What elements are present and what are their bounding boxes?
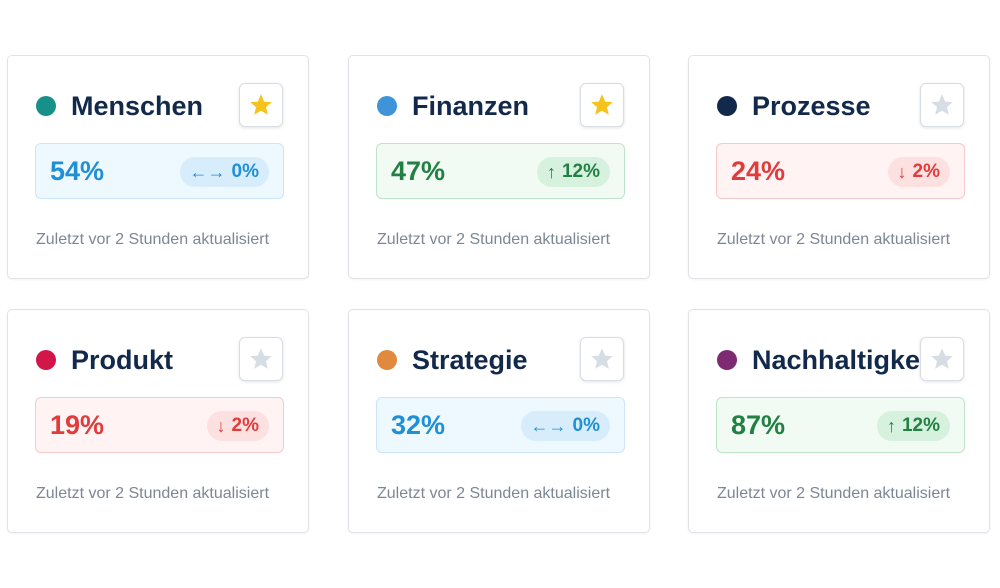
card-header: Nachhaltigkeit	[689, 336, 989, 384]
trend-badge: ↓ 2%	[206, 411, 269, 441]
favorite-button[interactable]	[580, 337, 624, 381]
category-dot-icon	[36, 96, 56, 116]
category-dot-icon	[36, 350, 56, 370]
trend-badge: ↓ 2%	[887, 157, 950, 187]
trend-badge: ↑ 12%	[876, 411, 950, 441]
metric-box: 24% ↓ 2%	[716, 143, 965, 199]
trend-value: 2%	[231, 415, 259, 436]
last-updated-text: Zuletzt vor 2 Stunden aktualisiert	[36, 485, 270, 502]
card-header: Menschen	[8, 82, 308, 130]
trend-value: 0%	[572, 415, 600, 436]
category-dot-icon	[377, 96, 397, 116]
star-icon	[250, 94, 272, 115]
trend-badge: ←→ 0%	[179, 157, 269, 187]
card-header: Produkt	[8, 336, 308, 384]
trend-value: 12%	[561, 161, 600, 182]
category-dot-icon	[717, 350, 737, 370]
category-card[interactable]: Finanzen 47% ↑ 12% Zuletzt vor 2 Stunden…	[348, 55, 650, 279]
favorite-button[interactable]	[920, 83, 964, 127]
metric-box: 32% ←→ 0%	[376, 397, 625, 453]
trend-arrow-icon: ↑	[886, 416, 896, 436]
metric-box: 87% ↑ 12%	[716, 397, 965, 453]
favorite-button[interactable]	[239, 83, 283, 127]
percentage-value: 19%	[50, 410, 105, 440]
card-title: Strategie	[412, 345, 528, 375]
card-title: Finanzen	[412, 91, 530, 121]
last-updated-text: Zuletzt vor 2 Stunden aktualisiert	[717, 231, 951, 248]
last-updated-text: Zuletzt vor 2 Stunden aktualisiert	[36, 231, 270, 248]
card-header: Prozesse	[689, 82, 989, 130]
trend-arrow-icon: ↑	[546, 162, 556, 182]
star-icon	[591, 94, 613, 115]
percentage-value: 32%	[391, 410, 446, 440]
card-title: Produkt	[71, 345, 174, 375]
category-card[interactable]: Produkt 19% ↓ 2% Zuletzt vor 2 Stunden a…	[7, 309, 309, 533]
percentage-value: 24%	[731, 156, 786, 186]
category-card[interactable]: Prozesse 24% ↓ 2% Zuletzt vor 2 Stunden …	[688, 55, 990, 279]
card-header: Finanzen	[349, 82, 649, 130]
trend-badge: ↑ 12%	[536, 157, 610, 187]
card-title: Menschen	[71, 91, 204, 121]
last-updated-text: Zuletzt vor 2 Stunden aktualisiert	[377, 231, 611, 248]
category-card[interactable]: Menschen 54% ←→ 0% Zuletzt vor 2 Stunden…	[7, 55, 309, 279]
metric-box: 19% ↓ 2%	[35, 397, 284, 453]
trend-arrow-icon: ←→	[189, 162, 226, 182]
metric-box: 47% ↑ 12%	[376, 143, 625, 199]
category-card[interactable]: Nachhaltigkeit 87% ↑ 12% Zuletzt vor 2 S…	[688, 309, 990, 533]
trend-arrow-icon: ↓	[897, 162, 907, 182]
last-updated-text: Zuletzt vor 2 Stunden aktualisiert	[717, 485, 951, 502]
star-icon	[591, 348, 613, 369]
favorite-button[interactable]	[239, 337, 283, 381]
favorite-button[interactable]	[920, 337, 964, 381]
category-dot-icon	[717, 96, 737, 116]
star-icon	[931, 94, 953, 115]
star-icon	[250, 348, 272, 369]
percentage-value: 54%	[50, 156, 105, 186]
card-title: Prozesse	[752, 91, 871, 121]
category-dot-icon	[377, 350, 397, 370]
percentage-value: 47%	[391, 156, 446, 186]
favorite-button[interactable]	[580, 83, 624, 127]
trend-arrow-icon: ←→	[530, 416, 567, 436]
card-title: Nachhaltigkeit	[752, 345, 922, 375]
trend-value: 12%	[901, 415, 940, 436]
category-card[interactable]: Strategie 32% ←→ 0% Zuletzt vor 2 Stunde…	[348, 309, 650, 533]
metric-box: 54% ←→ 0%	[35, 143, 284, 199]
percentage-value: 87%	[731, 410, 786, 440]
trend-value: 0%	[231, 161, 259, 182]
trend-badge: ←→ 0%	[520, 411, 610, 441]
last-updated-text: Zuletzt vor 2 Stunden aktualisiert	[377, 485, 611, 502]
card-header: Strategie	[349, 336, 649, 384]
trend-arrow-icon: ↓	[216, 416, 226, 436]
trend-value: 2%	[912, 161, 940, 182]
star-icon	[931, 348, 953, 369]
